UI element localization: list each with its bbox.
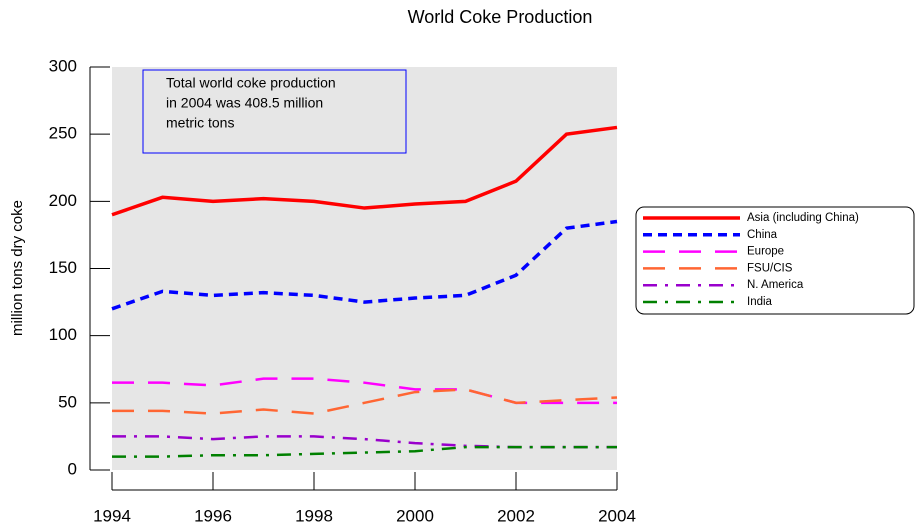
y-tick-label: 0 bbox=[68, 459, 77, 478]
series-line bbox=[112, 377, 617, 405]
x-tick-label: 1996 bbox=[194, 506, 232, 525]
y-axis-label: million tons dry coke bbox=[9, 200, 26, 336]
annotation: Total world coke production bbox=[166, 75, 336, 91]
x-tick-label: 2004 bbox=[598, 506, 636, 525]
chart-title: World Coke Production bbox=[408, 7, 593, 27]
y-tick-label: 250 bbox=[49, 124, 77, 143]
x-tick-label: 2002 bbox=[497, 506, 535, 525]
legend-label: China bbox=[747, 229, 778, 241]
legend-label: Europe bbox=[747, 246, 784, 258]
legend-label: India bbox=[747, 296, 773, 308]
series-line bbox=[112, 388, 618, 415]
legend-label: N. America bbox=[747, 279, 804, 291]
series-line bbox=[111, 219, 618, 311]
annotation-box bbox=[142, 69, 407, 154]
annotation: metric tons bbox=[166, 115, 234, 131]
y-tick-label: 150 bbox=[49, 258, 77, 277]
y-tick-label: 100 bbox=[49, 325, 77, 344]
x-tick-label: 1994 bbox=[93, 506, 131, 525]
legend-label: Asia (including China) bbox=[747, 212, 859, 224]
series-line bbox=[111, 125, 618, 217]
legend-label: FSU/CIS bbox=[747, 262, 793, 274]
x-tick-label: 1998 bbox=[295, 506, 333, 525]
annotation: in 2004 was 408.5 million bbox=[166, 95, 323, 111]
y-tick-label: 200 bbox=[49, 191, 77, 210]
x-tick-label: 2000 bbox=[396, 506, 434, 525]
y-tick-label: 50 bbox=[58, 392, 77, 411]
y-tick-label: 300 bbox=[49, 56, 77, 75]
